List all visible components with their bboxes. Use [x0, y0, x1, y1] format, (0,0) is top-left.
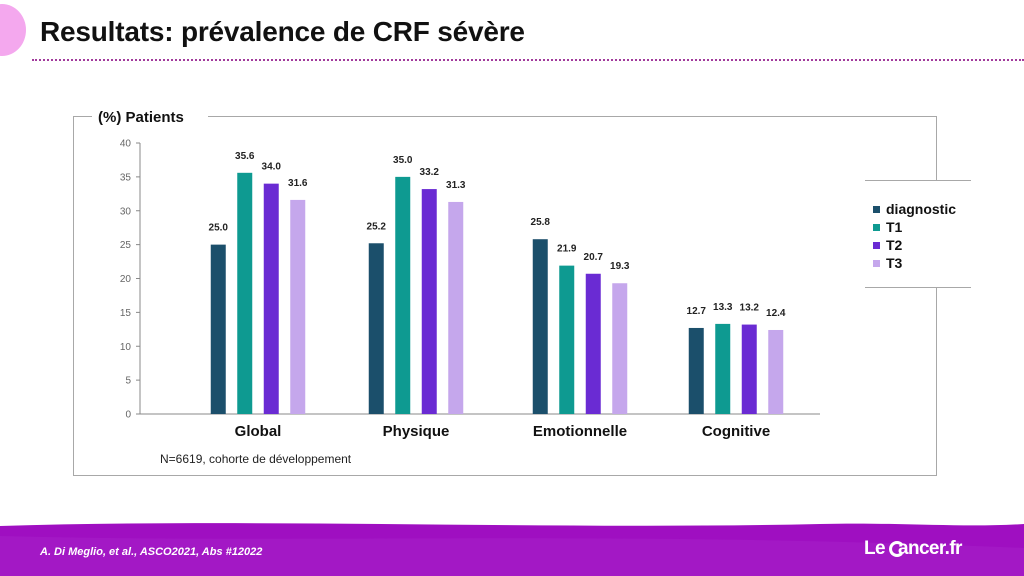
bar-t1-cognitive: [715, 323, 731, 414]
bar-diagnostic-emotionnelle: [532, 239, 548, 414]
logo-c-icon: [888, 541, 905, 557]
bar-series: 25.0 25.2 25.8 12.7 35.6 35.0 21.9 13.3 34.0 33.2…: [209, 151, 786, 414]
data-label: 34.0: [262, 162, 282, 173]
bar-t1-physique: [395, 176, 411, 414]
category-labels: Global Physique Emotionnelle Cognitive: [235, 423, 771, 440]
y-tick-label: 10: [120, 342, 132, 353]
logo-prefix: Le: [864, 538, 886, 559]
data-label: 31.3: [446, 180, 466, 191]
data-label: 31.6: [288, 178, 308, 189]
data-label: 21.9: [557, 244, 577, 255]
legend-label: T2: [886, 237, 903, 253]
citation: A. Di Meglio, et al., ASCO2021, Abs #120…: [40, 546, 263, 558]
bar-t2-emotionnelle: [585, 273, 601, 414]
category-label-emotionnelle: Emotionnelle: [533, 423, 627, 440]
data-label: 25.2: [367, 221, 387, 232]
data-label: 33.2: [420, 167, 440, 178]
legend-swatch: [873, 205, 880, 213]
bar-t3-physique: [448, 201, 464, 414]
data-label: 25.0: [209, 223, 229, 234]
bar-t2-physique: [421, 189, 437, 414]
y-axis-ticks: 0 5 10 15 20 25 30 35 40: [120, 139, 140, 421]
page-title: Resultats: prévalence de CRF sévère: [40, 16, 525, 47]
data-label: 12.4: [766, 308, 786, 319]
data-label: 13.2: [740, 303, 760, 314]
bar-t3-global: [290, 199, 306, 414]
y-tick-label: 25: [120, 240, 132, 251]
category-label-global: Global: [235, 423, 282, 440]
legend-swatch: [873, 223, 880, 231]
legend-label: T3: [886, 255, 903, 271]
bar-diagnostic-physique: [368, 243, 384, 414]
legend-item-diagnostic: diagnostic: [873, 200, 956, 218]
footer-band: [0, 523, 1024, 576]
data-label: 20.7: [584, 252, 604, 263]
bar-t2-global: [263, 183, 279, 414]
y-tick-label: 20: [120, 274, 132, 285]
bar-diagnostic-global: [210, 244, 226, 414]
category-label-cognitive: Cognitive: [702, 423, 770, 440]
data-label: 19.3: [610, 261, 630, 272]
bar-t2-cognitive: [741, 324, 757, 414]
bar-t3-cognitive: [768, 329, 784, 414]
legend-swatch: [873, 241, 880, 249]
legend-item-t1: T1: [873, 218, 902, 236]
bar-t1-global: [237, 172, 253, 414]
bar-t3-emotionnelle: [612, 283, 628, 414]
bar-t1-emotionnelle: [559, 265, 575, 414]
legend-item-t2: T2: [873, 236, 902, 254]
logo: Le ancer.fr: [864, 538, 962, 560]
ylabel-mask: [92, 104, 208, 128]
logo-suffix: ancer.fr: [897, 538, 962, 559]
y-tick-label: 35: [120, 172, 132, 183]
title-divider: [32, 59, 1024, 61]
data-label: 13.3: [713, 302, 733, 313]
bar-diagnostic-cognitive: [688, 327, 704, 414]
y-tick-label: 30: [120, 206, 132, 217]
legend-label: T1: [886, 219, 903, 235]
data-label: 35.0: [393, 155, 413, 166]
chart-frame: [73, 116, 937, 476]
legend-label: diagnostic: [886, 201, 957, 217]
y-axis-label: (%) Patients: [98, 109, 184, 126]
footer-wave-overlay: [0, 536, 1024, 576]
y-tick-label: 40: [120, 139, 132, 150]
data-label: 25.8: [531, 217, 551, 228]
legend-item-t3: T3: [873, 254, 902, 272]
data-label: 35.6: [235, 151, 255, 162]
chart-legend: diagnostic T1 T2 T3: [865, 180, 971, 288]
y-tick-label: 15: [120, 308, 132, 319]
y-tick-label: 5: [125, 376, 131, 387]
data-label: 12.7: [687, 306, 707, 317]
legend-swatch: [873, 259, 880, 267]
category-label-physique: Physique: [383, 423, 450, 440]
chart-annotation: N=6619, cohorte de développement: [160, 452, 352, 466]
y-tick-label: 0: [125, 410, 131, 421]
